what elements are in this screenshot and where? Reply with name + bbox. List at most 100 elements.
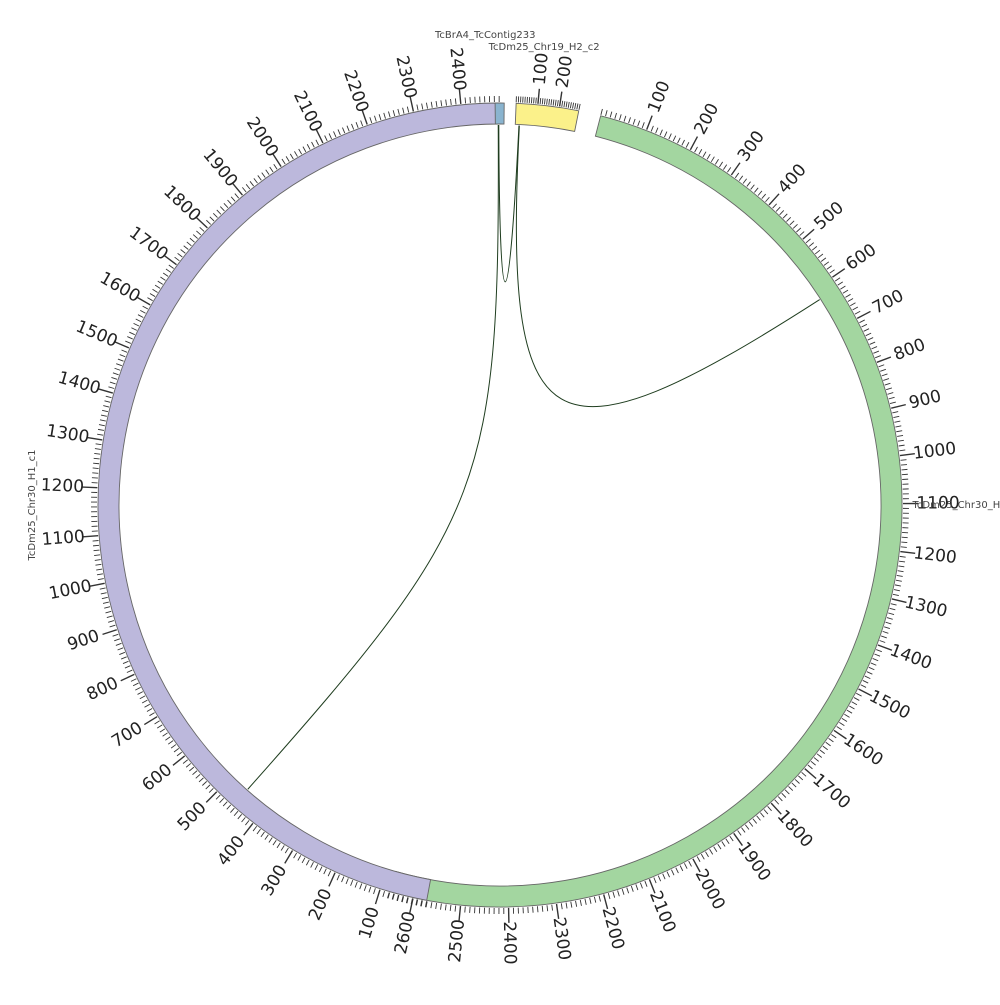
- minor-tick: [257, 829, 261, 834]
- minor-tick: [658, 876, 660, 882]
- minor-tick: [564, 101, 565, 107]
- major-tick: [375, 890, 379, 904]
- minor-tick: [542, 98, 543, 104]
- minor-tick: [782, 793, 786, 797]
- segment-yellow: [515, 103, 578, 131]
- minor-tick: [818, 254, 823, 258]
- minor-tick: [844, 714, 849, 717]
- minor-tick: [94, 458, 100, 459]
- minor-tick: [887, 393, 893, 395]
- minor-tick: [856, 693, 861, 696]
- minor-tick: [876, 650, 882, 652]
- minor-tick: [138, 692, 143, 695]
- minor-tick: [671, 870, 674, 875]
- tick-label: 1200: [912, 543, 957, 568]
- minor-tick: [119, 652, 125, 654]
- minor-tick: [610, 112, 612, 118]
- minor-tick: [140, 310, 145, 313]
- minor-tick: [676, 868, 679, 873]
- minor-tick: [897, 435, 903, 436]
- minor-tick: [290, 154, 293, 159]
- minor-tick: [329, 133, 332, 138]
- tick-label: 200: [690, 100, 723, 138]
- minor-tick: [199, 778, 203, 782]
- minor-tick: [153, 289, 158, 292]
- minor-tick: [94, 555, 100, 556]
- minor-tick: [795, 779, 799, 783]
- minor-tick: [576, 901, 577, 907]
- minor-tick: [898, 571, 904, 572]
- minor-tick: [324, 869, 327, 874]
- tick-label: 1700: [808, 770, 854, 813]
- minor-tick: [352, 124, 354, 130]
- minor-tick: [93, 468, 99, 469]
- minor-tick: [536, 98, 537, 104]
- minor-tick: [638, 121, 640, 127]
- minor-tick: [863, 680, 868, 683]
- minor-tick: [202, 781, 206, 785]
- tick-label: 1300: [903, 592, 950, 622]
- minor-tick: [633, 119, 635, 125]
- minor-tick: [800, 232, 804, 236]
- minor-tick: [743, 179, 747, 184]
- minor-tick: [861, 685, 866, 688]
- minor-tick: [303, 147, 306, 152]
- minor-tick: [899, 445, 905, 446]
- minor-tick: [651, 126, 653, 132]
- minor-tick: [220, 798, 224, 802]
- minor-tick: [719, 162, 722, 167]
- minor-tick: [223, 802, 227, 806]
- minor-tick: [715, 159, 718, 164]
- minor-tick: [175, 257, 180, 261]
- minor-tick: [664, 132, 666, 137]
- minor-tick: [619, 114, 621, 120]
- minor-tick: [762, 194, 766, 199]
- tick-label: 2600: [391, 909, 420, 956]
- minor-tick: [830, 270, 835, 273]
- minor-tick: [895, 426, 901, 427]
- minor-tick: [168, 741, 173, 745]
- tick-label: 300: [258, 861, 292, 899]
- minor-tick: [127, 670, 132, 672]
- contig-label-green: TcDm25_Chr30_H2_c1: [912, 500, 1000, 511]
- minor-tick: [820, 750, 825, 754]
- minor-tick: [121, 657, 127, 659]
- minor-tick: [577, 103, 578, 109]
- minor-tick: [684, 863, 687, 868]
- minor-tick: [102, 597, 108, 598]
- minor-tick: [711, 157, 714, 162]
- minor-tick: [705, 852, 708, 857]
- tick-label: 1800: [773, 806, 817, 851]
- minor-tick: [250, 181, 254, 186]
- minor-tick: [760, 813, 764, 818]
- minor-tick: [455, 906, 456, 912]
- minor-tick: [337, 875, 339, 881]
- minor-tick: [262, 173, 265, 178]
- minor-tick: [848, 299, 853, 302]
- minor-tick: [369, 887, 371, 893]
- minor-tick: [242, 817, 246, 822]
- minor-tick: [723, 165, 726, 170]
- minor-tick: [93, 463, 99, 464]
- minor-tick: [852, 702, 857, 705]
- minor-tick: [242, 187, 246, 192]
- minor-tick: [150, 293, 155, 296]
- minor-tick: [899, 561, 905, 562]
- link-1: [248, 125, 499, 789]
- minor-tick: [155, 721, 160, 724]
- minor-tick: [224, 203, 228, 207]
- minor-tick: [103, 406, 109, 407]
- minor-tick: [881, 636, 887, 638]
- minor-tick: [642, 122, 644, 128]
- minor-tick: [606, 110, 608, 116]
- minor-tick: [884, 627, 890, 629]
- minor-tick: [106, 396, 112, 398]
- minor-tick: [277, 843, 280, 848]
- minor-tick: [900, 556, 906, 557]
- tick-label: 700: [108, 718, 146, 752]
- minor-tick: [230, 808, 234, 813]
- minor-tick: [738, 830, 742, 835]
- minor-tick: [882, 374, 888, 376]
- tick-label: 2200: [598, 905, 628, 952]
- minor-tick: [840, 286, 845, 289]
